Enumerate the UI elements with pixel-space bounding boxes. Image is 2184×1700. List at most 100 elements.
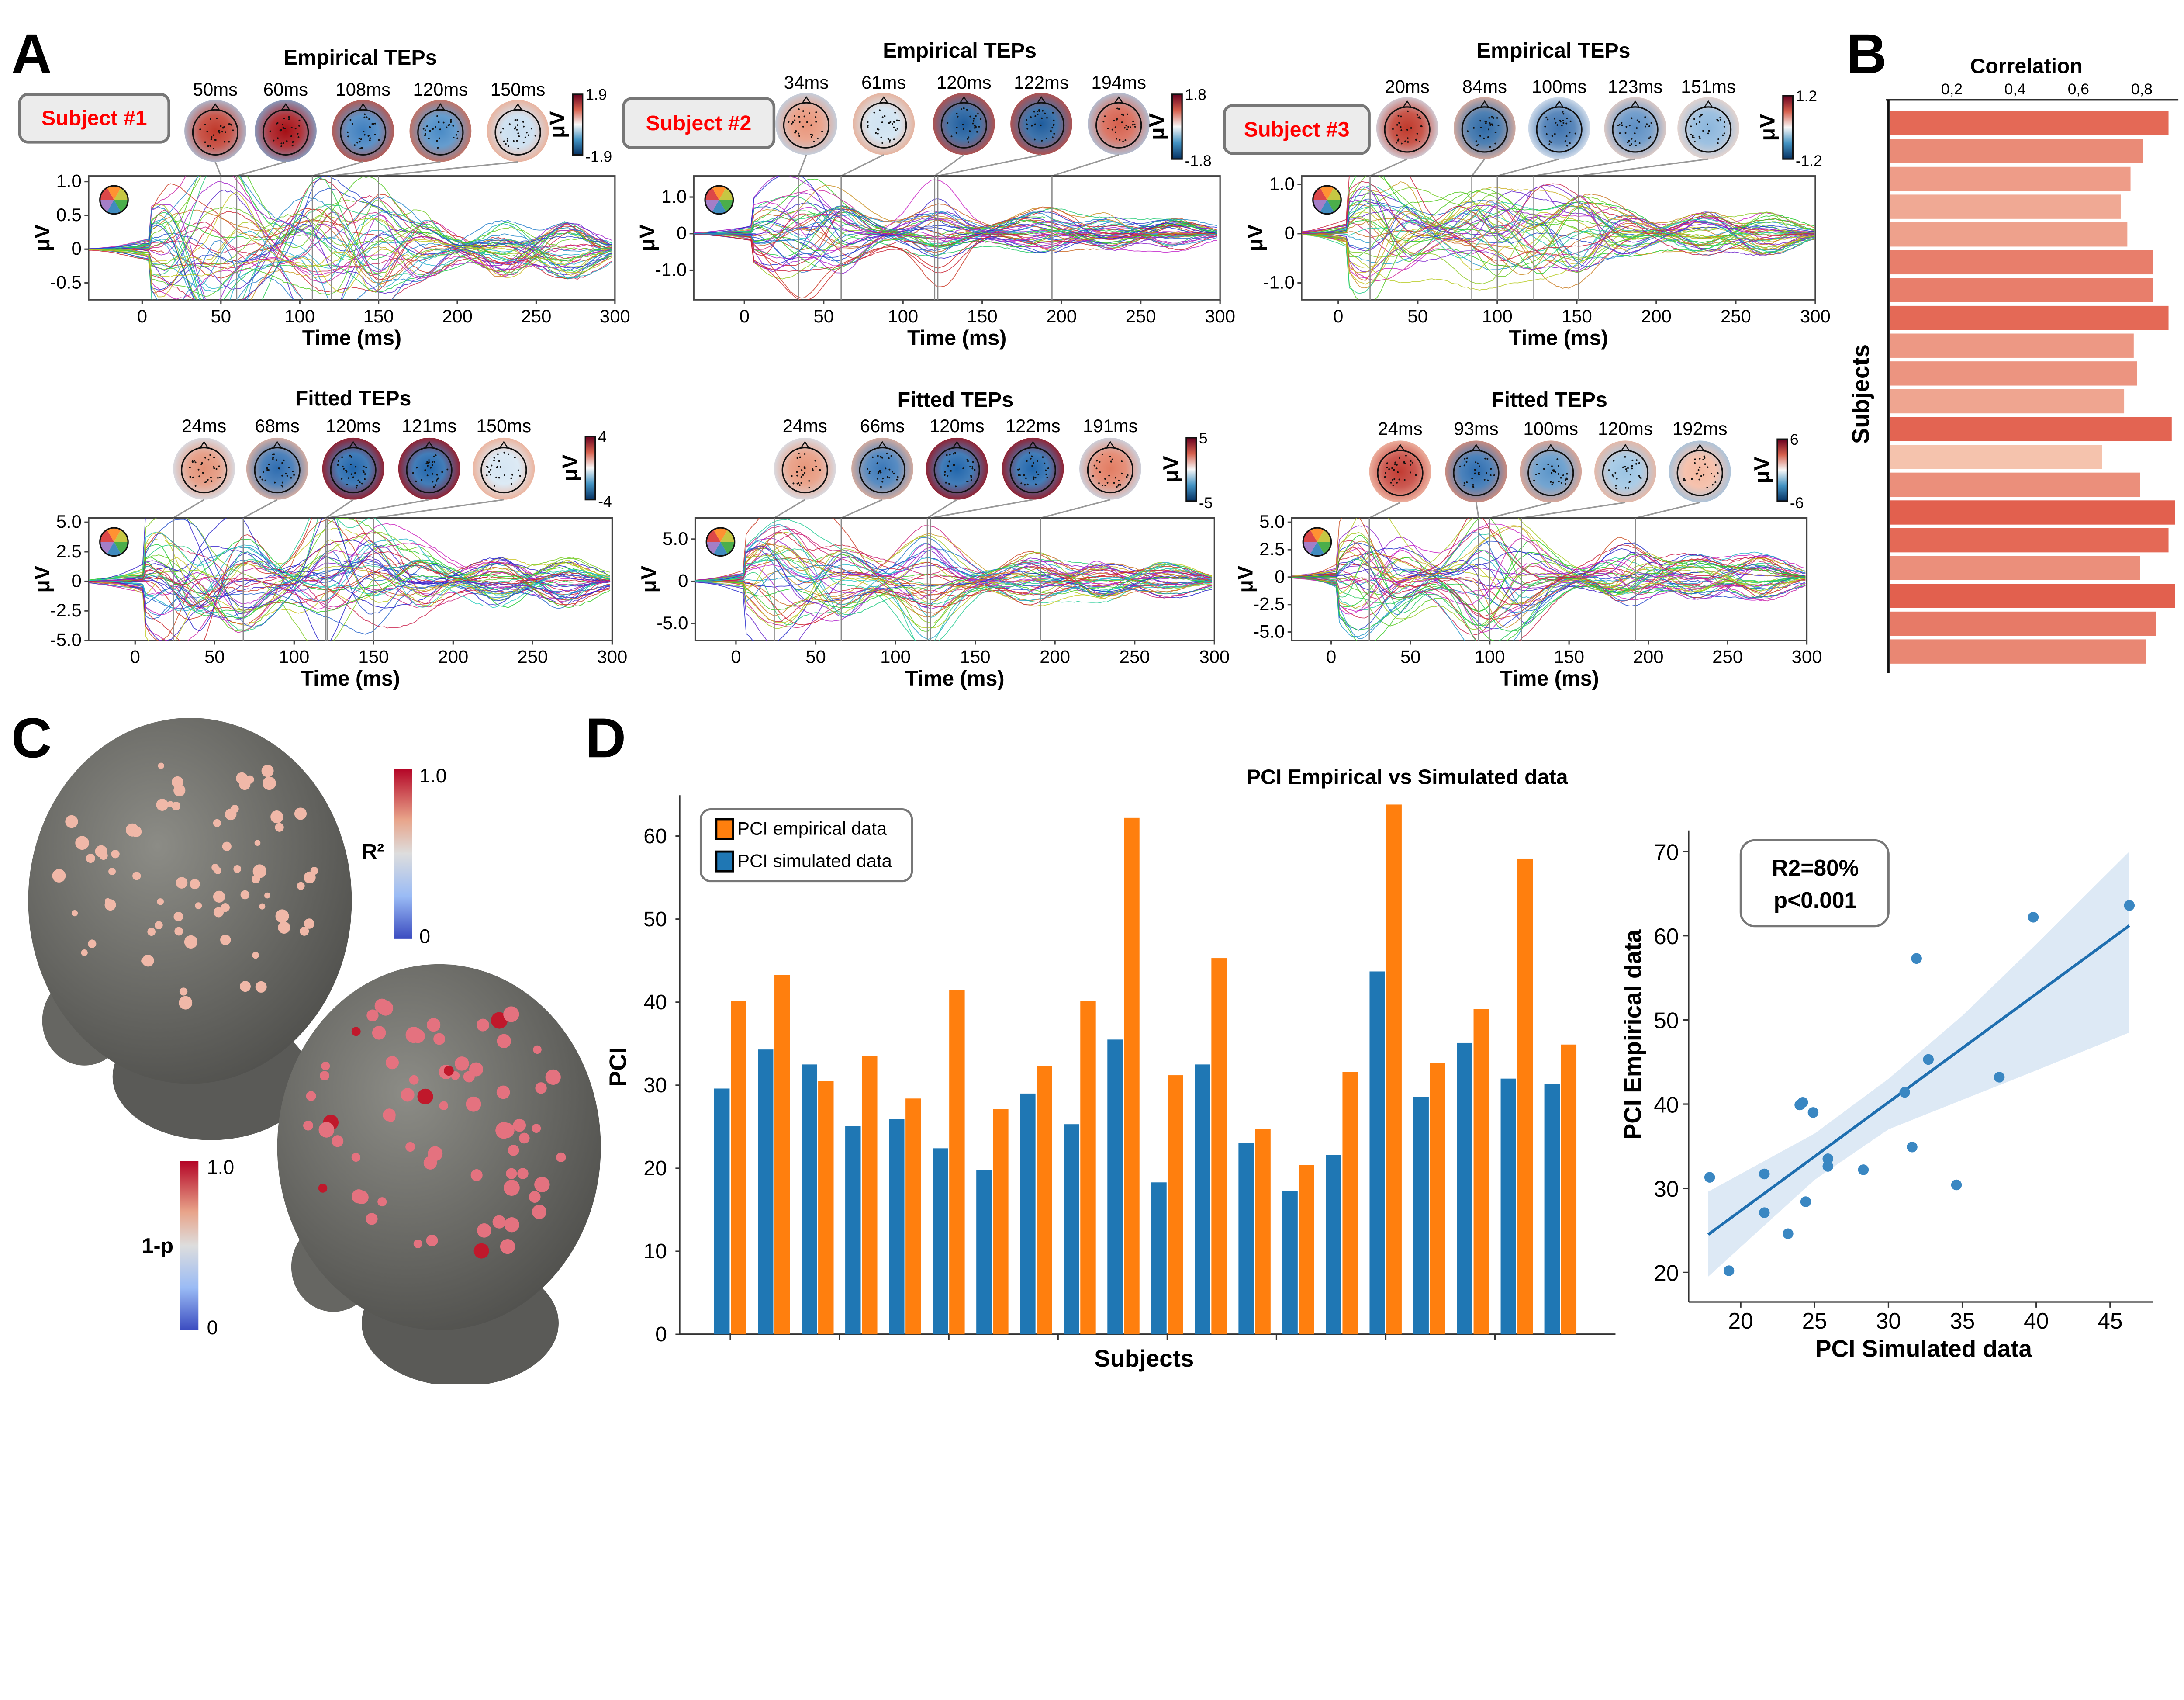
electrode-dot bbox=[876, 478, 878, 480]
electrode-p bbox=[477, 1223, 491, 1238]
electrode-r2 bbox=[156, 799, 169, 811]
bar-empirical bbox=[905, 1098, 921, 1335]
electrode-dot bbox=[1644, 116, 1646, 118]
electrode-p bbox=[321, 1062, 330, 1070]
electrode-dot bbox=[1475, 461, 1477, 464]
electrode-dot bbox=[1133, 123, 1136, 125]
bar-simulated bbox=[1151, 1182, 1167, 1335]
electrode-dot bbox=[896, 128, 898, 130]
electrode-dot bbox=[1548, 140, 1551, 142]
electrode-dot bbox=[524, 136, 526, 138]
electrode-dot bbox=[1547, 464, 1549, 465]
electrode-dot bbox=[1631, 459, 1634, 461]
electrode-dot bbox=[298, 125, 300, 127]
pci-bar-chart: PCI Empirical vs Simulated data 0 10 20 30 40… bbox=[605, 765, 1616, 1372]
electrode-dot bbox=[802, 474, 804, 476]
colorbar-unit-label: μV bbox=[1755, 114, 1779, 141]
electrode-dot bbox=[368, 135, 370, 137]
electrode-dot bbox=[351, 123, 353, 125]
topomap bbox=[851, 437, 913, 500]
electrode-dot bbox=[421, 479, 423, 481]
electrode-dot bbox=[877, 473, 879, 474]
electrode-dot bbox=[1474, 472, 1476, 474]
electrode-dot bbox=[1404, 462, 1406, 464]
electrode-dot bbox=[955, 132, 957, 134]
electrode-p bbox=[535, 1082, 547, 1094]
electrode-dot bbox=[878, 471, 880, 473]
electrode-dot bbox=[1111, 128, 1113, 131]
electrode-dot bbox=[1407, 110, 1409, 112]
electrode-dot bbox=[798, 484, 801, 486]
electrode-dot bbox=[1033, 476, 1035, 478]
eeg-channel-trace bbox=[695, 557, 1212, 615]
eeg-channel-trace bbox=[694, 208, 1217, 245]
electrode-dot bbox=[969, 130, 971, 132]
electrode-dot bbox=[212, 134, 214, 136]
y-axis-label: μV bbox=[1234, 566, 1257, 593]
head-outline-icon bbox=[180, 447, 228, 494]
electrode-dot bbox=[1556, 124, 1559, 126]
topomap-time-label: 151ms bbox=[1681, 76, 1736, 97]
electrode-dot bbox=[359, 481, 361, 483]
electrode-dot bbox=[1484, 121, 1486, 123]
electrode-dot bbox=[950, 470, 952, 472]
electrode-dot bbox=[881, 481, 884, 483]
colorbar-unit-label: μV bbox=[558, 454, 582, 481]
electrode-dot bbox=[796, 482, 798, 485]
electrode-p bbox=[352, 1189, 366, 1204]
electrode-dot bbox=[1565, 479, 1567, 481]
electrode-dot bbox=[1464, 458, 1466, 460]
electrode-dot bbox=[1134, 126, 1136, 128]
electrode-r2 bbox=[179, 987, 188, 996]
electrode-dot bbox=[1723, 125, 1725, 128]
electrode-dot bbox=[795, 130, 797, 132]
y-tick-label: 0 bbox=[677, 223, 687, 243]
electrode-dot bbox=[1472, 484, 1474, 486]
electrode-dot bbox=[452, 125, 454, 127]
electrode-dot bbox=[204, 457, 207, 459]
electrode-dot bbox=[496, 466, 498, 468]
eeg-channel-trace bbox=[88, 230, 612, 298]
eeg-channel-trace bbox=[88, 531, 611, 613]
subject-badge bbox=[1223, 104, 1371, 155]
electrode-p bbox=[496, 1085, 510, 1099]
electrode-dot bbox=[1405, 454, 1407, 457]
electrode-dot bbox=[967, 141, 969, 143]
electrode-dot bbox=[1544, 125, 1546, 128]
electrode-dot bbox=[372, 123, 374, 125]
electrode-dot bbox=[1543, 468, 1545, 470]
electrode-dot bbox=[875, 132, 877, 134]
topomap-connector bbox=[1578, 158, 1709, 177]
electrode-dot bbox=[207, 145, 209, 147]
electrode-r2 bbox=[65, 815, 78, 828]
electrode-dot bbox=[943, 474, 946, 476]
electrode-dot bbox=[294, 128, 297, 130]
electrode-dot bbox=[944, 471, 946, 473]
electrode-dot bbox=[1547, 118, 1549, 121]
nose-icon bbox=[1114, 96, 1123, 104]
head-outline-icon bbox=[1087, 447, 1134, 494]
electrode-dot bbox=[275, 459, 277, 461]
electrode-r2 bbox=[294, 807, 307, 820]
electrode-r2 bbox=[214, 867, 221, 874]
electrode-dot bbox=[446, 126, 448, 128]
electrode-r2 bbox=[240, 981, 251, 992]
electrode-dot bbox=[503, 451, 505, 454]
electrode-dot bbox=[449, 124, 450, 126]
eeg-channel-trace bbox=[1302, 195, 1814, 255]
eeg-channel-trace bbox=[88, 551, 611, 602]
eeg-channel-trace bbox=[1292, 518, 1806, 596]
electrode-dot bbox=[1566, 117, 1568, 119]
head-surface bbox=[28, 718, 352, 1084]
x-tick-label: 250 bbox=[1120, 646, 1150, 667]
eeg-channel-trace bbox=[1292, 540, 1806, 599]
electrode-dot bbox=[954, 452, 956, 454]
electrode-dot bbox=[1562, 113, 1565, 115]
p-colorbar-min: 0 bbox=[207, 1316, 218, 1339]
electrode-dot bbox=[1696, 473, 1698, 475]
electrode-dot bbox=[1494, 142, 1496, 145]
electrode-dot bbox=[363, 134, 366, 136]
head-outline-icon bbox=[480, 447, 527, 494]
electrode-dot bbox=[516, 140, 518, 142]
electrode-r2 bbox=[261, 765, 274, 777]
